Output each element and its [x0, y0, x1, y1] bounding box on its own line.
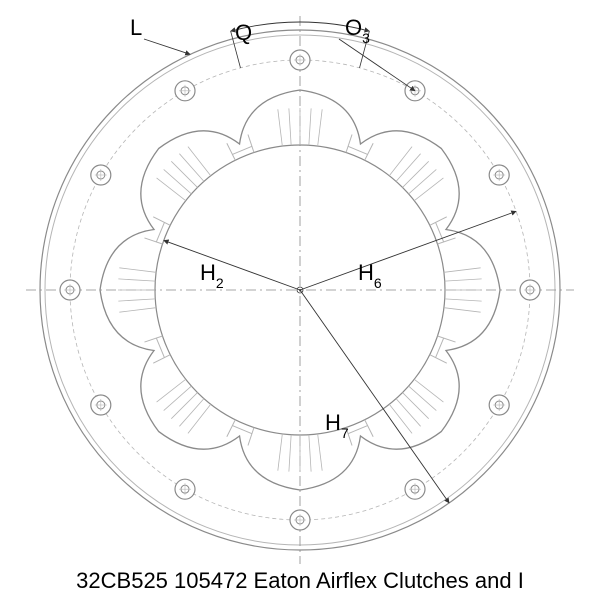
label-H2: H2 [200, 260, 224, 291]
rib-tie [436, 338, 444, 358]
rib [248, 134, 254, 152]
rib-tie [348, 426, 368, 434]
rib [153, 217, 170, 225]
lobe-hatch [157, 379, 186, 402]
dim-arrow [300, 211, 516, 290]
lobe-hatch [409, 169, 437, 194]
lobe-hatch [396, 154, 421, 182]
rib [365, 420, 373, 437]
lobe-hatch [389, 404, 412, 433]
lobe-hatch [164, 386, 192, 411]
rib [153, 355, 170, 363]
rib-tie [156, 222, 164, 242]
rib [227, 143, 235, 160]
rib-tie [232, 146, 252, 154]
lobe-hatch [188, 147, 211, 176]
rib [365, 143, 373, 160]
label-H6: H6 [358, 260, 382, 291]
lobe-hatch [289, 108, 291, 145]
rib-tie [156, 338, 164, 358]
lobe-hatch [119, 268, 156, 273]
lobe-hatch [289, 435, 291, 472]
lobe-hatch [396, 399, 421, 427]
dim-arrow [300, 290, 449, 503]
lobe-hatch [164, 169, 192, 194]
rib-tie [232, 426, 252, 434]
caption-text: 32CB525 105472 Eaton Airflex Clutches an… [0, 568, 600, 594]
rib [144, 336, 162, 342]
dim-arrow [164, 240, 300, 290]
lobe-hatch [118, 299, 155, 301]
label-H7: H7 [325, 410, 349, 441]
lobe-hatch [309, 108, 311, 145]
lobe-hatch [188, 404, 211, 433]
lobe-hatch [403, 161, 429, 187]
lobe-hatch [445, 279, 482, 281]
lobe-hatch [318, 434, 323, 471]
lobe-hatch [403, 393, 429, 419]
leader-L [144, 39, 190, 54]
lobe-hatch [445, 299, 482, 301]
clutch-diagram: LQO3H2H6H7 [0, 0, 600, 600]
lobe-hatch [179, 154, 204, 182]
lobe-hatch [444, 268, 481, 273]
lobe-hatch [157, 178, 186, 201]
rib [248, 428, 254, 446]
rib [346, 134, 352, 152]
lobe-hatch [389, 147, 412, 176]
lobe-hatch [119, 308, 156, 313]
label-L: L [130, 15, 142, 40]
rib-tie [348, 146, 368, 154]
lobe-hatch [444, 308, 481, 313]
rib [438, 336, 456, 342]
lobe-hatch [409, 386, 437, 411]
lobe-hatch [309, 435, 311, 472]
rib [144, 238, 162, 244]
lobe-hatch [171, 161, 197, 187]
lobe-hatch [278, 434, 283, 471]
lobe-hatch [414, 178, 443, 201]
rib [430, 217, 447, 225]
lobe-hatch [171, 393, 197, 419]
lobe-hatch [318, 109, 323, 146]
label-Q: Q [235, 20, 252, 45]
rib [227, 420, 235, 437]
lobe-hatch [414, 379, 443, 402]
lobe-hatch [278, 109, 283, 146]
rib [430, 355, 447, 363]
lobe-hatch [179, 399, 204, 427]
lobe-hatch [118, 279, 155, 281]
